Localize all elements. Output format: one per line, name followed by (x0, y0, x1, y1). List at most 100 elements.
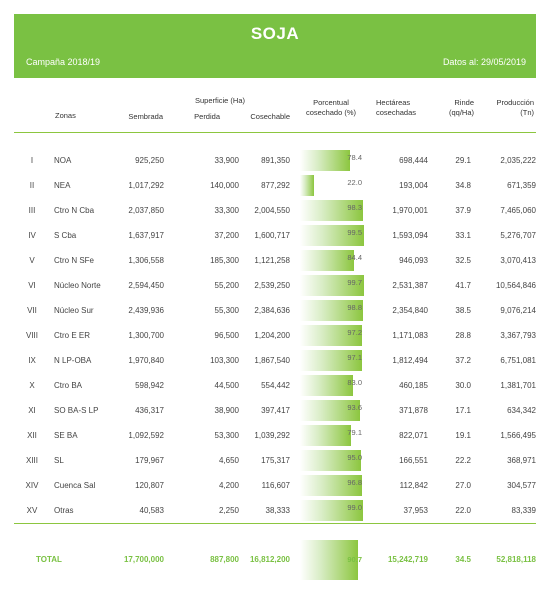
row-sembrada: 1,092,592 (128, 431, 164, 440)
col-header-hectareas-line2: cosechadas (376, 108, 417, 117)
title-banner: SOJA Campaña 2018/19 Datos al: 29/05/201… (14, 14, 536, 78)
pct-label: 98.8 (347, 303, 362, 312)
col-header-porcentual-line1: Porcentual (313, 98, 349, 107)
pct-label: 99.5 (347, 228, 362, 237)
pct-bar: 95.0 (300, 450, 364, 471)
row-perdida: 33,900 (214, 156, 239, 165)
row-cosechable: 116,607 (261, 481, 290, 490)
row-produccion: 9,076,214 (500, 306, 536, 315)
pct-bar-fill (300, 425, 351, 446)
row-rinde: 34.8 (455, 181, 471, 190)
row-rinde: 32.5 (455, 256, 471, 265)
row-rinde: 27.0 (455, 481, 471, 490)
pct-bar-fill (300, 350, 363, 371)
header-divider (14, 132, 536, 133)
row-sembrada: 598,942 (135, 381, 164, 390)
col-header-cosechable: Cosechable (250, 112, 290, 121)
row-index: VIII (25, 331, 38, 340)
row-rinde: 37.9 (455, 206, 471, 215)
pct-bar: 99.0 (300, 500, 364, 521)
page-title: SOJA (250, 24, 300, 43)
row-sembrada: 2,037,850 (128, 206, 164, 215)
row-produccion: 671,359 (507, 181, 536, 190)
row-perdida: 44,500 (214, 381, 239, 390)
row-rinde: 28.8 (455, 331, 471, 340)
campaign-label: Campaña 2018/19 (26, 57, 101, 67)
row-index: I (30, 156, 34, 165)
row-produccion: 634,342 (507, 406, 536, 415)
total-pct-label: 90.7 (347, 555, 362, 564)
row-zona: Ctro BA (54, 381, 83, 390)
row-cosechable: 891,350 (261, 156, 290, 165)
row-produccion: 3,367,793 (500, 331, 536, 340)
row-sembrada: 1,017,292 (128, 181, 164, 190)
row-cosechable: 1,867,540 (254, 356, 290, 365)
pct-bar: 84.4 (300, 250, 364, 271)
row-sembrada: 2,594,450 (128, 281, 164, 290)
table-row: VIII Ctro E ER 1,300,700 96,500 1,204,200 1,1… (14, 323, 536, 348)
pct-bar: 97.1 (300, 350, 364, 371)
row-perdida: 53,300 (214, 431, 239, 440)
row-index: IX (28, 356, 36, 365)
row-index: XV (26, 506, 38, 515)
row-hectareas: 460,185 (399, 381, 428, 390)
row-sembrada: 40,583 (139, 506, 164, 515)
row-index: XIV (25, 481, 39, 490)
row-cosechable: 2,539,250 (254, 281, 290, 290)
pct-bar-fill (300, 325, 363, 346)
row-perdida: 33,300 (214, 206, 239, 215)
row-index: V (29, 256, 35, 265)
total-divider (14, 523, 536, 524)
table-row: III Ctro N Cba 2,037,850 33,300 2,004,550 1,9… (14, 198, 536, 223)
pct-label: 83.0 (347, 378, 362, 387)
pct-label: 97.2 (347, 328, 362, 337)
row-rinde: 17.1 (455, 406, 471, 415)
pct-bar: 99.7 (300, 275, 364, 296)
total-rinde: 34.5 (455, 555, 471, 564)
row-cosechable: 175,317 (261, 456, 290, 465)
row-perdida: 38,900 (214, 406, 239, 415)
table-row: XIV Cuenca Sal 120,807 4,200 116,607 112,842 2… (14, 473, 536, 498)
row-hectareas: 1,171,083 (392, 331, 428, 340)
row-hectareas: 1,812,494 (392, 356, 428, 365)
pct-bar: 22.0 (300, 175, 364, 196)
pct-bar-fill (300, 275, 364, 296)
row-hectareas: 698,444 (399, 156, 428, 165)
row-produccion: 1,381,701 (500, 381, 536, 390)
col-header-hectareas-line1: Hectáreas (376, 98, 411, 107)
pct-bar: 96.8 (300, 475, 364, 496)
row-perdida: 4,650 (218, 456, 239, 465)
col-header-superficie: Superficie (Ha) (194, 96, 246, 105)
col-header-porcentual: Porcentual cosechado (%) (296, 98, 366, 118)
table-row: XIII SL 179,967 4,650 175,317 166,551 22.2 368,… (14, 448, 536, 473)
data-date-label: Datos al: 29/05/2019 (442, 57, 526, 67)
col-header-produccion-line1: Producción (496, 98, 534, 107)
row-rinde: 41.7 (455, 281, 471, 290)
col-header-porcentual-line2: cosechado (%) (305, 108, 357, 117)
pct-label: 96.8 (347, 478, 362, 487)
row-produccion: 3,070,413 (500, 256, 536, 265)
row-hectareas: 822,071 (399, 431, 428, 440)
row-zona: Núcleo Sur (54, 306, 94, 315)
pct-bar: 99.5 (300, 225, 364, 246)
row-sembrada: 925,250 (135, 156, 164, 165)
row-zona: N LP-OBA (54, 356, 92, 365)
pct-label: 79.1 (347, 428, 362, 437)
col-header-produccion-line2: (Tn) (520, 108, 534, 117)
pct-label: 98.3 (347, 203, 362, 212)
row-perdida: 103,300 (210, 356, 239, 365)
row-index: X (29, 381, 35, 390)
row-rinde: 29.1 (455, 156, 471, 165)
total-label: TOTAL (36, 555, 62, 564)
pct-bar: 98.3 (300, 200, 364, 221)
pct-label: 95.0 (347, 453, 362, 462)
pct-label: 22.0 (347, 178, 362, 187)
row-zona: Ctro N SFe (54, 256, 95, 265)
row-index: VI (28, 281, 36, 290)
pct-bar-fill (300, 375, 354, 396)
pct-label: 78.4 (347, 153, 362, 162)
table-row: VI Núcleo Norte 2,594,450 55,200 2,539,250 2,… (14, 273, 536, 298)
row-rinde: 33.1 (455, 231, 471, 240)
row-zona: SL (54, 456, 64, 465)
table-row: I NOA 925,250 33,900 891,350 698,444 29.1 2,035… (14, 148, 536, 173)
